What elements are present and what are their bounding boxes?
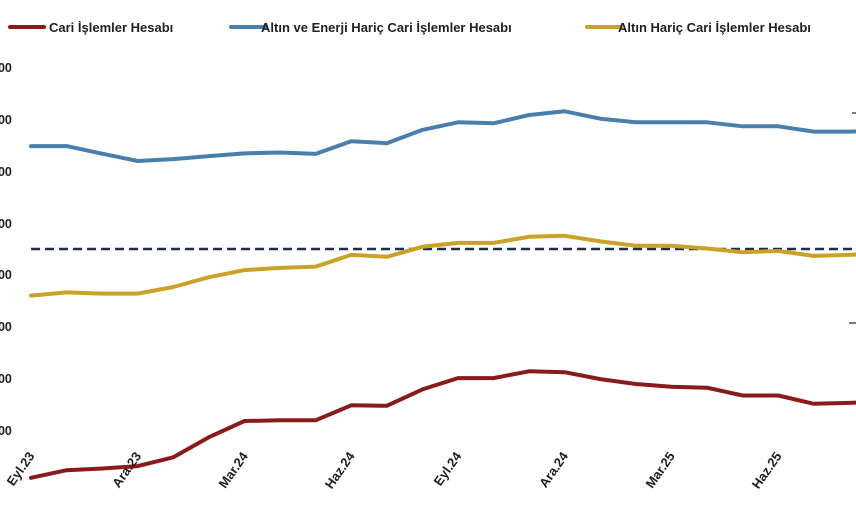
legend-label: Altın Hariç Cari İşlemler Hesabı bbox=[618, 20, 811, 35]
data-point bbox=[812, 402, 816, 406]
data-point bbox=[29, 293, 33, 298]
legend-label: Cari İşlemler Hesabı bbox=[49, 20, 173, 35]
data-point bbox=[171, 285, 175, 289]
data-point bbox=[705, 246, 709, 251]
data-point bbox=[812, 254, 816, 258]
data-point bbox=[278, 150, 282, 155]
data-point bbox=[491, 376, 496, 380]
data-point bbox=[207, 275, 211, 279]
data-point bbox=[527, 113, 531, 117]
x-tick-label: Haz.24 bbox=[322, 448, 358, 491]
data-point bbox=[242, 419, 247, 423]
data-point bbox=[598, 239, 602, 244]
data-point bbox=[64, 468, 69, 472]
data-point bbox=[207, 154, 211, 158]
data-point bbox=[741, 393, 745, 398]
data-point bbox=[847, 130, 851, 134]
data-point bbox=[29, 144, 33, 148]
data-point bbox=[598, 117, 602, 121]
data-point bbox=[634, 120, 638, 124]
data-point bbox=[741, 124, 745, 128]
x-tick-label: Mar.25 bbox=[642, 449, 678, 491]
x-tick-label: Mar.24 bbox=[215, 448, 251, 490]
data-point bbox=[136, 159, 140, 163]
x-tick-label: Ara.23 bbox=[109, 449, 144, 490]
x-tick-label: Haz.25 bbox=[749, 449, 785, 491]
data-point bbox=[669, 120, 674, 124]
x-tick-label: Eyl.23 bbox=[4, 449, 38, 488]
data-point bbox=[100, 152, 104, 156]
data-point bbox=[598, 377, 602, 381]
y-axis-ticks: 000 000 000 000 000 000 000 000 bbox=[0, 61, 12, 438]
data-point bbox=[669, 244, 674, 248]
data-point bbox=[527, 369, 531, 373]
data-point bbox=[456, 376, 460, 380]
data-point bbox=[349, 253, 353, 257]
data-point bbox=[29, 476, 33, 480]
data-point bbox=[136, 464, 140, 468]
data-point bbox=[278, 266, 282, 270]
data-point bbox=[812, 130, 816, 134]
x-tick-label: Ara.24 bbox=[536, 448, 572, 490]
data-point bbox=[491, 241, 496, 245]
data-point bbox=[207, 435, 211, 439]
data-point bbox=[314, 418, 318, 422]
data-point bbox=[705, 120, 709, 124]
data-point bbox=[100, 466, 104, 471]
y-tick-label: 000 bbox=[0, 61, 12, 75]
y-tick-label: 000 bbox=[0, 113, 12, 127]
data-point bbox=[171, 157, 175, 161]
y-tick-label: 000 bbox=[0, 320, 12, 334]
data-point bbox=[64, 144, 69, 148]
data-point bbox=[420, 128, 424, 132]
data-point bbox=[242, 151, 247, 156]
data-point bbox=[349, 139, 353, 143]
data-point bbox=[563, 109, 567, 113]
data-point bbox=[100, 291, 104, 296]
data-point bbox=[314, 265, 318, 269]
data-point bbox=[669, 385, 674, 389]
y-tick-label: 000 bbox=[0, 165, 12, 179]
data-point bbox=[349, 403, 353, 407]
data-point bbox=[847, 401, 851, 405]
data-point bbox=[278, 418, 282, 422]
data-point bbox=[634, 382, 638, 386]
data-point bbox=[420, 245, 424, 249]
data-point bbox=[242, 268, 247, 272]
y-tick-label: 000 bbox=[0, 217, 12, 231]
data-point bbox=[314, 152, 318, 156]
data-point bbox=[385, 404, 389, 408]
legend-label: Altın ve Enerji Hariç Cari İşlemler Hesa… bbox=[261, 20, 512, 35]
y-tick-label: 000 bbox=[0, 424, 12, 438]
data-point bbox=[491, 121, 496, 125]
data-point bbox=[776, 249, 780, 253]
series-line bbox=[29, 233, 856, 298]
data-point bbox=[136, 291, 140, 296]
legend: Cari İşlemler Hesabı Altın ve Enerji Hari… bbox=[8, 20, 811, 35]
data-point bbox=[420, 387, 424, 391]
data-point bbox=[563, 234, 567, 238]
y-tick-label: 000 bbox=[0, 372, 12, 386]
data-point bbox=[776, 124, 780, 128]
y-tick-label: 000 bbox=[0, 268, 12, 282]
data-point bbox=[456, 120, 460, 124]
data-point bbox=[705, 386, 709, 390]
x-axis-ticks: Eyl.23 Ara.23 Mar.24 Haz.24 Eyl.24 Ara.24 Mar.… bbox=[4, 448, 785, 491]
data-point bbox=[634, 244, 638, 248]
data-point bbox=[563, 370, 567, 374]
data-point bbox=[385, 141, 389, 145]
series-line bbox=[29, 109, 856, 163]
data-point bbox=[847, 253, 851, 257]
data-point bbox=[527, 235, 531, 239]
data-point bbox=[385, 255, 389, 259]
plot-lines bbox=[29, 109, 856, 480]
data-point bbox=[171, 455, 175, 459]
data-point bbox=[741, 250, 745, 254]
x-tick-label: Eyl.24 bbox=[431, 448, 465, 488]
data-point bbox=[456, 241, 460, 245]
data-point bbox=[776, 393, 780, 398]
data-point bbox=[64, 290, 69, 294]
